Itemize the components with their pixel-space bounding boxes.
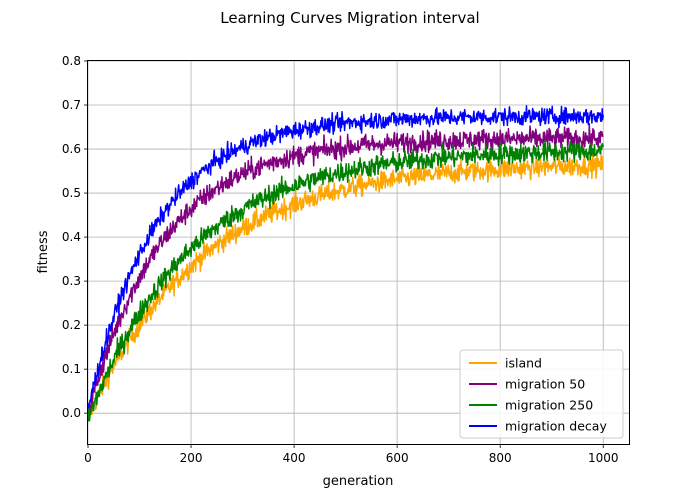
y-tick-label: 0.4 [62,230,81,244]
y-tick-label: 0.6 [62,142,81,156]
y-tick-label: 0.5 [62,186,81,200]
y-tick-label: 0.1 [62,362,81,376]
legend: island migration 50 migration 250 migration… [459,349,624,439]
x-tick-label: 200 [180,451,203,465]
x-tick-label: 800 [489,451,512,465]
axis-ticks: 0 200 400 600 800 1000 0.0 0.1 0.2 0.3 0.4 0.5 0.6 0.… [62,54,619,465]
y-tick-label: 0.8 [62,54,81,68]
legend-box [459,349,624,439]
x-tick-label: 0 [84,451,92,465]
series-line-migration-50 [87,122,604,417]
y-tick-label: 0.3 [62,274,81,288]
legend-label-island: island [505,356,542,371]
legend-label-migration-decay: migration decay [505,419,607,434]
y-tick-label: 0.2 [62,318,81,332]
series-line-migration-decay [87,105,604,409]
x-tick-label: 400 [283,451,306,465]
y-axis-label: fitness [36,230,51,273]
y-tick-label: 0.0 [62,406,81,420]
series-lines [87,105,604,422]
series-line-island [87,153,604,417]
legend-label-migration-50: migration 50 [505,377,585,392]
plot-frame [87,60,630,445]
chart-title: Learning Curves Migration interval [220,9,479,27]
y-tick-label: 0.7 [62,98,81,112]
x-tick-label: 600 [386,451,409,465]
x-tick-label: 1000 [588,451,619,465]
x-axis-label: generation [323,474,394,489]
series-line-migration-250 [87,139,604,422]
legend-label-migration-250: migration 250 [505,398,593,413]
